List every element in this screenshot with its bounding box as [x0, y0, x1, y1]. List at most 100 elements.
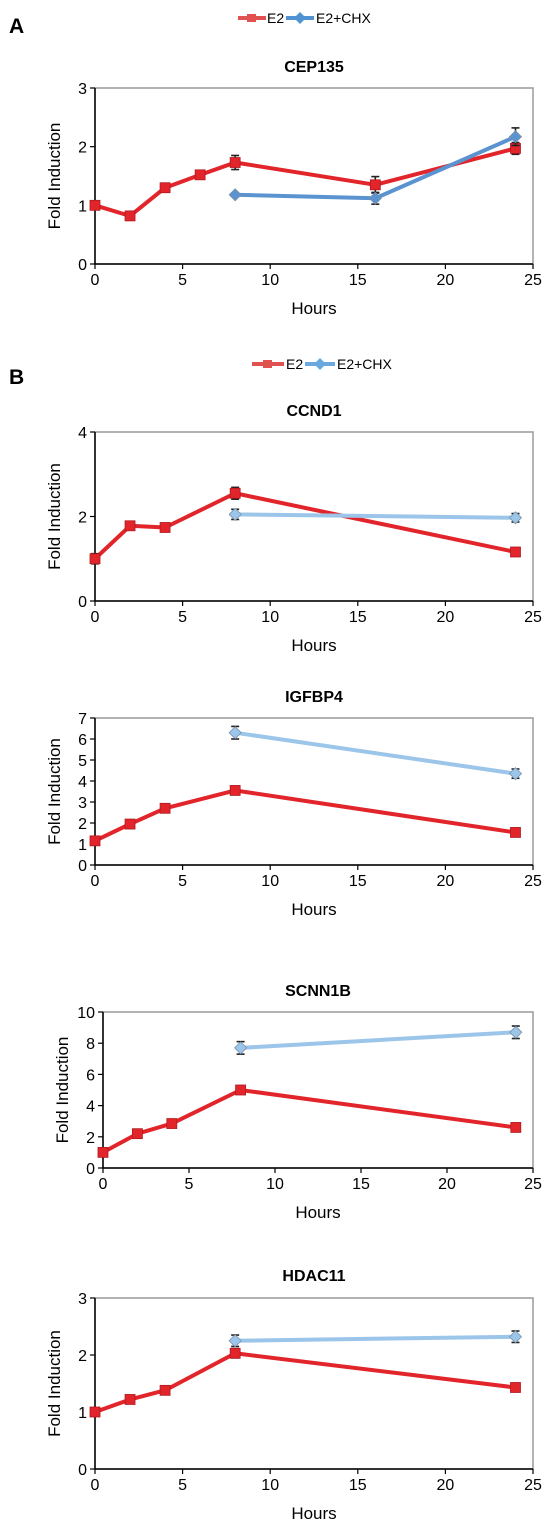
- x-tick-label: 10: [261, 272, 279, 289]
- data-point: [89, 553, 101, 565]
- panel-letter-a: A: [9, 15, 24, 38]
- chart-scnn1b: SCNN1B 0 5 10 15 20 25 0 2 4 6 8 10 Hours Fold Inducti…: [53, 983, 542, 1222]
- y-tick-label: 1: [78, 198, 87, 215]
- legend-a-chx-label: E2+CHX: [316, 10, 372, 26]
- data-point: [159, 182, 171, 194]
- y-axis-label: Fold Induction: [53, 1037, 72, 1144]
- x-tick-label: 25: [524, 272, 542, 289]
- series-e2: [89, 141, 521, 222]
- y-tick-label: 0: [86, 1161, 95, 1178]
- data-point: [194, 169, 206, 181]
- data-point: [124, 210, 136, 222]
- x-tick-label: 15: [349, 609, 367, 626]
- legend-b: E2 E2+CHX: [252, 356, 393, 372]
- x-tick-label: 5: [178, 873, 187, 890]
- data-point: [508, 511, 523, 525]
- y-tick-label: 0: [78, 1462, 87, 1479]
- series-e2: [89, 1347, 521, 1418]
- y-tick-label: 5: [78, 753, 87, 770]
- series-line: [94, 788, 516, 843]
- data-point: [234, 1041, 248, 1055]
- data-point: [229, 157, 241, 168]
- data-point: [131, 1128, 143, 1140]
- data-point: [508, 767, 523, 781]
- legend-a-e2-label: E2: [267, 10, 284, 26]
- chart-title: HDAC11: [282, 1268, 345, 1285]
- data-point: [508, 1330, 523, 1344]
- x-tick-label: 25: [524, 609, 542, 626]
- x-axis-label: Hours: [291, 900, 336, 919]
- y-axis-label: Fold Induction: [45, 1330, 64, 1437]
- y-axis-label: Fold Induction: [45, 738, 64, 845]
- data-point: [229, 1347, 241, 1359]
- y-tick-label: 6: [86, 1067, 95, 1084]
- x-tick-label: 10: [261, 609, 279, 626]
- x-tick-label: 5: [178, 609, 187, 626]
- series-line: [240, 1030, 516, 1050]
- x-tick-label: 0: [99, 1176, 108, 1193]
- series-e2: [89, 486, 521, 565]
- x-tick-label: 15: [349, 873, 367, 890]
- data-point: [228, 188, 242, 202]
- x-tick-label: 15: [352, 1176, 370, 1193]
- series-e2-chx: [228, 1330, 523, 1348]
- data-point: [510, 546, 521, 558]
- x-tick-label: 25: [524, 873, 542, 890]
- y-tick-label: 8: [86, 1036, 95, 1053]
- series-e2-chx: [234, 1025, 523, 1055]
- y-tick-label: 2: [78, 510, 87, 527]
- x-tick-label: 10: [266, 1176, 284, 1193]
- y-tick-label: 2: [78, 140, 87, 157]
- data-point: [369, 179, 381, 191]
- x-tick-label: 5: [178, 1477, 187, 1494]
- x-axis-label: Hours: [295, 1203, 340, 1222]
- data-point: [159, 802, 171, 814]
- x-tick-label: 10: [261, 873, 279, 890]
- y-axis-label: Fold Induction: [45, 463, 64, 570]
- y-axis-label: Fold Induction: [45, 123, 64, 230]
- x-tick-label: 5: [178, 272, 187, 289]
- series-line: [93, 491, 516, 561]
- data-point: [159, 522, 171, 533]
- chart-ccnd1: CCND1 0 5 10 15 20 25 0 2 4 Hours Fold Induction: [45, 403, 542, 655]
- y-tick-label: 4: [86, 1099, 95, 1116]
- y-tick-label: 3: [78, 81, 87, 98]
- x-tick-label: 15: [349, 1477, 367, 1494]
- data-point: [235, 1084, 247, 1096]
- y-tick-label: 1: [78, 837, 87, 854]
- y-tick-label: 3: [78, 795, 87, 812]
- data-point: [124, 520, 136, 532]
- legend-b-chx-label: E2+CHX: [337, 356, 393, 372]
- series-e2: [89, 785, 521, 847]
- series-e2-chx: [228, 725, 523, 781]
- x-tick-label: 25: [524, 1176, 542, 1193]
- y-tick-label: 6: [78, 732, 87, 749]
- legend-a: E2 E2+CHX: [238, 10, 372, 26]
- chart-hdac11: HDAC11 0 5 10 15 20 25 0 1 2 3 Hours Fold Induction: [45, 1268, 542, 1521]
- x-tick-label: 0: [91, 873, 100, 890]
- legend-a-e2-marker: [247, 14, 256, 22]
- data-point: [124, 1394, 136, 1405]
- series-e2: [97, 1084, 522, 1158]
- y-tick-label: 2: [78, 816, 87, 833]
- data-point: [228, 726, 242, 740]
- y-tick-label: 0: [78, 858, 87, 875]
- chart-cep135: CEP135 0 5 10 15 20 25 0 1 2 3 Hours Fold Induction: [45, 59, 542, 318]
- data-point: [124, 818, 136, 830]
- data-point: [510, 827, 521, 838]
- chart-title: CCND1: [286, 403, 341, 420]
- x-tick-label: 0: [91, 1477, 100, 1494]
- legend-b-chx-marker: [314, 358, 326, 370]
- x-tick-label: 25: [524, 1477, 542, 1494]
- x-tick-label: 0: [91, 609, 100, 626]
- plot-frame: [94, 717, 534, 866]
- x-axis-label: Hours: [291, 299, 336, 318]
- x-tick-label: 20: [437, 873, 455, 890]
- data-point: [89, 1406, 101, 1418]
- data-point: [228, 1334, 242, 1348]
- series-line: [94, 1351, 516, 1414]
- x-tick-label: 10: [261, 1477, 279, 1494]
- y-tick-label: 2: [86, 1130, 95, 1147]
- data-point: [228, 507, 242, 521]
